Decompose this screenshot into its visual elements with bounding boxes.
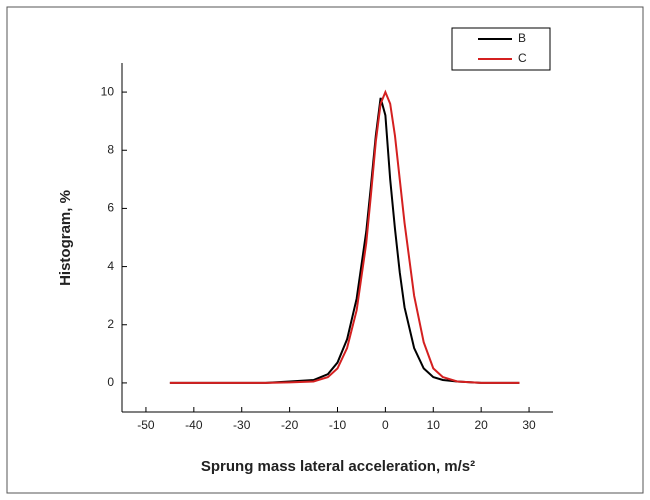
series-line	[169, 97, 520, 384]
frame	[6, 6, 644, 494]
y-tick-label: 2	[107, 317, 114, 331]
legend-label: B	[518, 31, 526, 45]
x-tick-label: -50	[137, 418, 155, 432]
x-tick-label: 30	[522, 418, 536, 432]
x-tick-label: -10	[329, 418, 347, 432]
legend-box	[451, 27, 551, 71]
x-tick-label: -40	[185, 418, 203, 432]
x-tick-label: -30	[233, 418, 251, 432]
x-axis-title: Sprung mass lateral acceleration, m/s²	[201, 458, 475, 475]
series-line	[169, 89, 520, 384]
y-tick-label: 6	[107, 201, 114, 215]
x-tick-label: 0	[382, 418, 389, 432]
y-tick-label: 8	[107, 142, 114, 156]
x-tick-label: -20	[281, 418, 299, 432]
legend-label: C	[518, 51, 527, 65]
x-tick-label: 20	[474, 418, 488, 432]
x-tick-label: 10	[427, 418, 441, 432]
y-tick-label: 4	[107, 259, 114, 273]
y-axis-title: Histogram, %	[57, 190, 74, 286]
y-tick-label: 10	[101, 84, 115, 98]
y-tick-label: 0	[107, 375, 114, 389]
